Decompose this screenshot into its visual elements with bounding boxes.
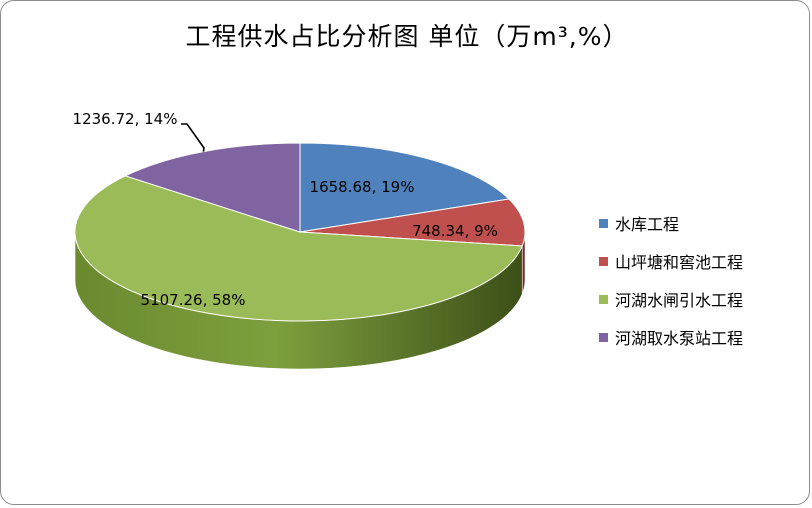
data-label-2: 748.34, 9% xyxy=(412,222,498,240)
legend: 水库工程山坪塘和窖池工程 河湖水闸引水工程 河湖取水泵站工程 xyxy=(599,214,743,366)
leader-line xyxy=(181,123,205,152)
data-label-1: 1658.68, 19% xyxy=(310,178,415,196)
data-label-3: 5107.26, 58% xyxy=(141,291,246,309)
legend-swatch xyxy=(599,294,608,304)
legend-swatch xyxy=(599,332,608,342)
legend-label: 河湖取水泵站工程 xyxy=(615,329,744,348)
legend-item-4: 河湖取水泵站工程 xyxy=(599,328,744,348)
legend-swatch xyxy=(599,218,608,228)
pie-slice-1 xyxy=(299,142,510,233)
chart-title: 工程供水占比分析图 单位（万m³,%） xyxy=(185,22,629,51)
legend-label: 水库工程 xyxy=(615,215,680,234)
pie-slice-3 xyxy=(74,175,523,322)
data-label-4: 1236.72, 14% xyxy=(73,110,178,128)
pie-slice-2 xyxy=(299,198,526,247)
legend-item-3: 河湖水闸引水工程 xyxy=(599,290,744,310)
legend-item-2: 山坪塘和窖池工程 xyxy=(599,252,744,272)
legend-label: 河湖水闸引水工程 xyxy=(615,291,744,310)
legend-item-1: 水库工程 xyxy=(599,214,743,234)
legend-swatch xyxy=(599,256,608,266)
legend-label: 山坪塘和窖池工程 xyxy=(615,253,744,272)
